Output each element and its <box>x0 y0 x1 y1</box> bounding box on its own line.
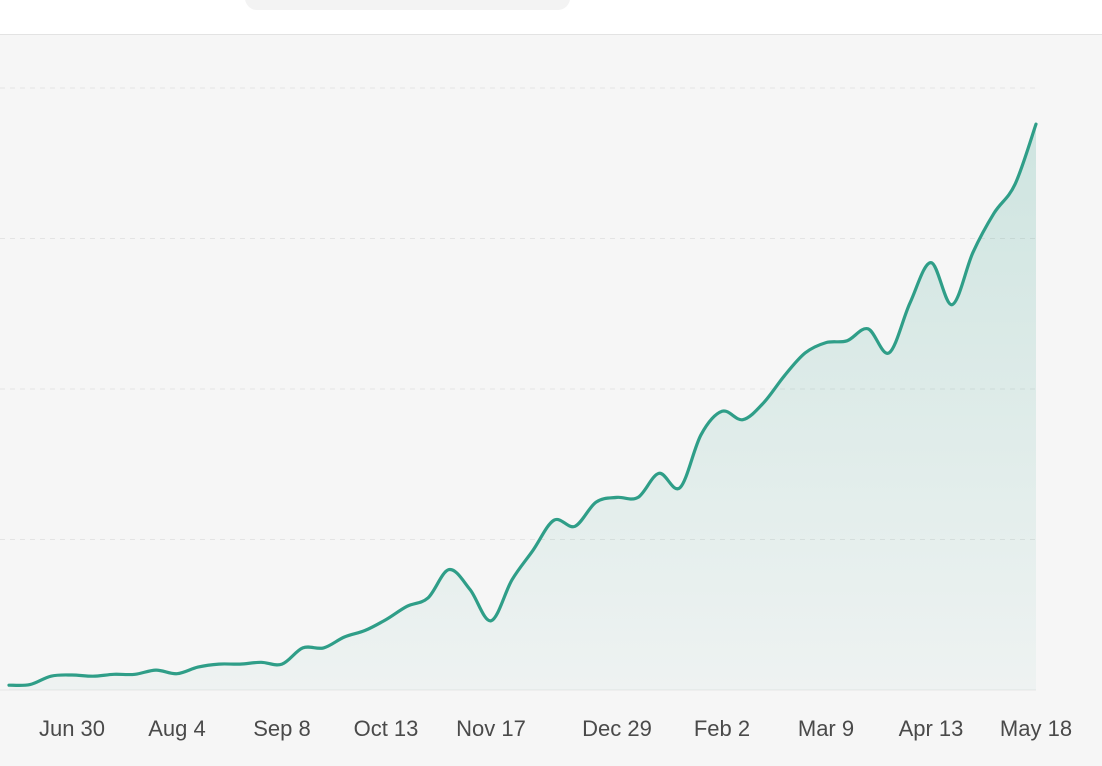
x-tick-label: Apr 13 <box>899 716 964 741</box>
data-point <box>27 682 33 688</box>
data-point <box>446 567 452 573</box>
data-point <box>509 577 515 583</box>
data-point <box>488 618 494 624</box>
data-point <box>823 340 829 346</box>
data-point <box>572 523 578 529</box>
data-point <box>383 617 389 623</box>
data-point <box>362 627 368 633</box>
x-tick-label: Sep 8 <box>253 716 311 741</box>
data-point <box>740 417 746 423</box>
data-point <box>991 210 997 216</box>
data-point <box>698 432 704 438</box>
data-point <box>614 494 620 500</box>
data-point <box>865 326 871 332</box>
data-point <box>111 671 117 677</box>
data-point <box>761 400 767 406</box>
data-point <box>174 671 180 677</box>
data-point <box>195 664 201 670</box>
series-area-fill <box>9 124 1036 691</box>
data-point <box>949 302 955 308</box>
data-point <box>153 667 159 673</box>
data-point <box>928 260 934 266</box>
x-tick-label: May 18 <box>1000 716 1072 741</box>
data-point <box>970 249 976 255</box>
series-line <box>7 122 1038 688</box>
data-point <box>844 338 850 344</box>
x-tick-label: Jun 30 <box>39 716 105 741</box>
data-point <box>907 300 913 306</box>
data-point <box>781 373 787 379</box>
data-point <box>132 671 138 677</box>
data-point <box>719 408 725 414</box>
x-tick-label: Feb 2 <box>694 716 750 741</box>
data-point <box>802 350 808 356</box>
data-point <box>635 494 641 500</box>
data-point <box>341 634 347 640</box>
data-point <box>404 603 410 609</box>
data-point <box>237 661 243 667</box>
data-point <box>321 645 327 651</box>
x-tick-label: Dec 29 <box>582 716 652 741</box>
data-point <box>530 547 536 553</box>
data-point <box>48 673 54 679</box>
data-point <box>677 485 683 491</box>
data-point <box>551 517 557 523</box>
x-tick-label: Mar 9 <box>798 716 854 741</box>
data-point <box>886 350 892 356</box>
data-point <box>279 661 285 667</box>
data-point <box>6 682 12 688</box>
search-bar[interactable] <box>245 0 570 10</box>
data-point <box>69 672 75 678</box>
x-tick-label: Aug 4 <box>148 716 206 741</box>
data-point <box>216 661 222 667</box>
data-point <box>656 470 662 476</box>
x-axis-ticks: Jun 30 Aug 4 Sep 8 Oct 13 Nov 17 Dec 29 Feb 2 M… <box>39 716 1072 741</box>
data-point <box>258 659 264 665</box>
data-point <box>300 645 306 651</box>
data-point <box>593 499 599 505</box>
x-tick-label: Oct 13 <box>354 716 419 741</box>
data-point <box>1033 121 1039 127</box>
x-tick-label: Nov 17 <box>456 716 526 741</box>
top-bar <box>0 0 1102 35</box>
data-point <box>467 587 473 593</box>
data-point <box>425 595 431 601</box>
data-point <box>1012 181 1018 187</box>
data-point <box>90 673 96 679</box>
